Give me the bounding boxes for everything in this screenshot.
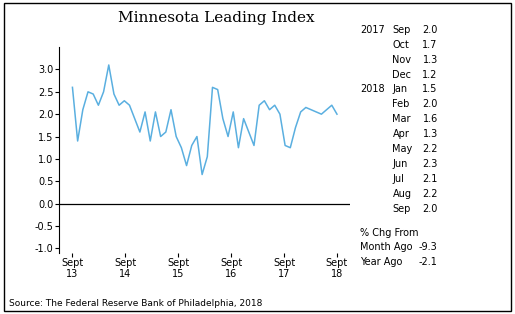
Text: Jan: Jan [392,84,407,95]
Text: Aug: Aug [392,189,411,199]
Text: Mar: Mar [392,114,411,124]
Text: Year Ago: Year Ago [360,257,403,267]
Text: -9.3: -9.3 [419,242,438,252]
Text: Sep: Sep [392,204,411,214]
Text: 2.2: 2.2 [422,189,438,199]
Text: 1.3: 1.3 [422,129,438,139]
Text: Apr: Apr [392,129,409,139]
Text: 2.0: 2.0 [422,25,438,35]
Text: -2.1: -2.1 [419,257,438,267]
Text: Jul: Jul [392,174,404,184]
Text: 2.0: 2.0 [422,100,438,109]
Text: 1.3: 1.3 [422,55,438,65]
Text: Nov: Nov [392,55,411,65]
Text: Sep: Sep [392,25,411,35]
Text: 2018: 2018 [360,84,385,95]
Text: 1.6: 1.6 [422,114,438,124]
Text: Oct: Oct [392,40,409,50]
Text: 2017: 2017 [360,25,385,35]
Text: Month Ago: Month Ago [360,242,413,252]
Text: 1.7: 1.7 [422,40,438,50]
Text: 2.0: 2.0 [422,204,438,214]
Text: 1.2: 1.2 [422,70,438,79]
Text: 2.3: 2.3 [422,159,438,169]
Text: 2.2: 2.2 [422,144,438,154]
Text: Minnesota Leading Index: Minnesota Leading Index [118,11,315,25]
Text: 1.5: 1.5 [422,84,438,95]
Text: Source: The Federal Reserve Bank of Philadelphia, 2018: Source: The Federal Reserve Bank of Phil… [9,299,263,308]
Text: Feb: Feb [392,100,410,109]
Text: Jun: Jun [392,159,408,169]
Text: May: May [392,144,413,154]
Text: 2.1: 2.1 [422,174,438,184]
Text: Dec: Dec [392,70,411,79]
Text: % Chg From: % Chg From [360,228,419,237]
